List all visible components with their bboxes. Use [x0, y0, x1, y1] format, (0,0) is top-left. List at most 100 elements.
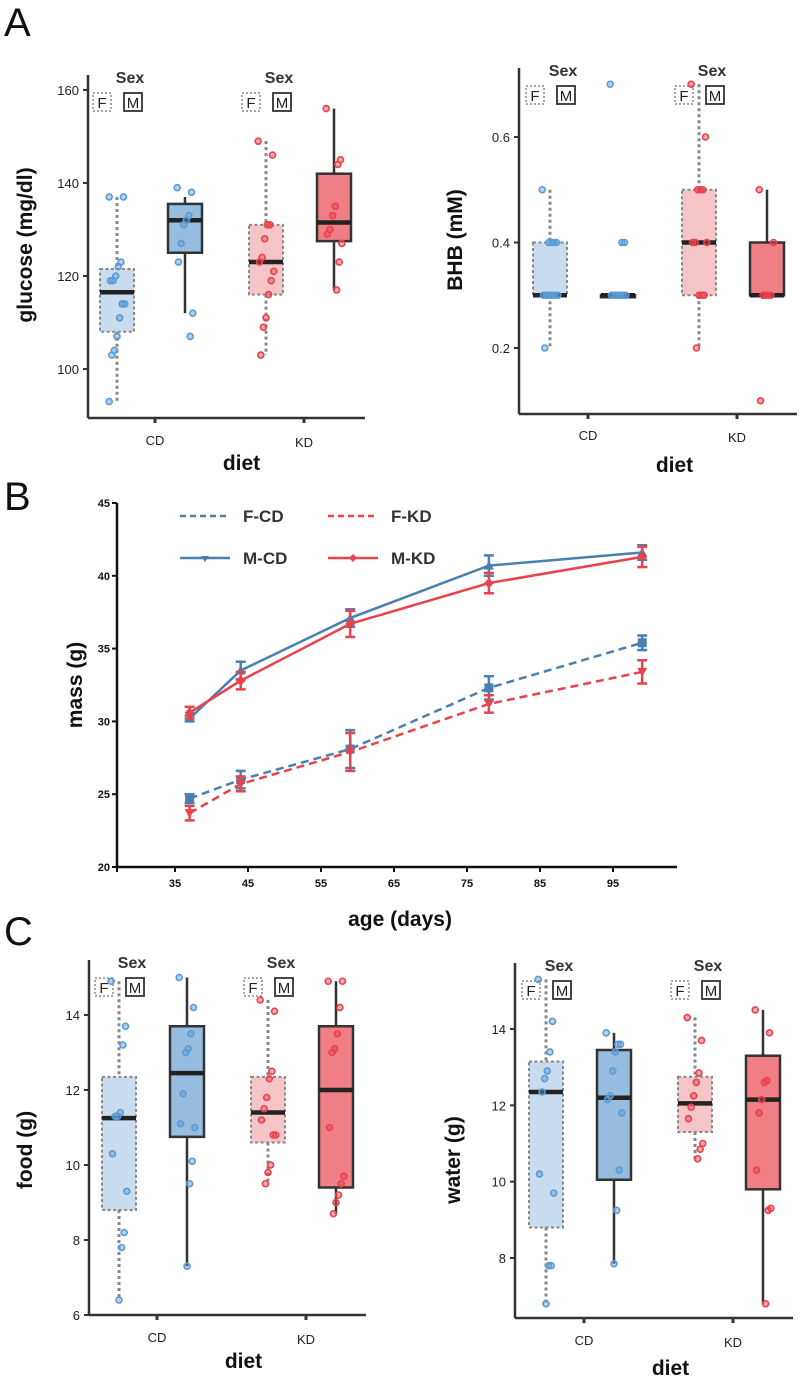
data-point: [268, 151, 277, 159]
data-point: [174, 258, 183, 266]
box-iqr: [532, 241, 568, 297]
data-point: [543, 291, 552, 300]
data-point: [105, 397, 113, 406]
data-point: [606, 80, 615, 89]
legend-marker: [201, 556, 209, 562]
data-point: [256, 996, 265, 1004]
y-axis-label: BHB (mM): [444, 189, 467, 290]
y-tick-label: 140: [57, 176, 79, 191]
data-point: [335, 258, 344, 266]
y-tick-label: 20: [98, 862, 110, 874]
data-point: [259, 323, 268, 331]
data-point: [333, 1029, 342, 1038]
data-point: [332, 1198, 340, 1207]
box-kd-m: [744, 1006, 782, 1308]
legend-label: F-KD: [391, 507, 432, 526]
box-cd-m: [166, 183, 204, 341]
marker-diamond: [345, 618, 356, 629]
data-point: [177, 239, 185, 248]
series-m-kd: [184, 545, 648, 720]
data-point: [187, 1029, 195, 1038]
data-point: [752, 1166, 761, 1175]
legend-item-f-kd: F-KD: [328, 507, 432, 526]
data-point: [264, 290, 273, 299]
y-tick-label: 25: [98, 789, 110, 801]
box-cd-f: [532, 185, 568, 352]
x-axis-label: age (days): [348, 908, 452, 931]
data-point: [185, 1179, 194, 1188]
data-point: [176, 1119, 185, 1128]
box-iqr: [317, 1025, 355, 1189]
panel-letter-c: C: [4, 910, 33, 954]
data-point: [119, 193, 128, 201]
data-point: [693, 185, 702, 194]
legend-title: Sex: [694, 958, 723, 975]
box-iqr: [744, 1054, 782, 1191]
data-point: [534, 975, 543, 984]
y-tick-label: 8: [73, 1233, 80, 1248]
y-tick-label: 14: [492, 1022, 506, 1037]
y-axis-label: glucose (mg/dl): [14, 167, 37, 322]
data-point: [262, 1093, 271, 1102]
box-iqr: [748, 241, 786, 297]
y-tick-label: 12: [492, 1098, 506, 1113]
x-tick-label: CD: [575, 1333, 594, 1348]
data-point: [683, 1013, 692, 1022]
y-tick-label: 0.6: [492, 130, 510, 145]
data-point: [257, 1116, 266, 1124]
legend-label: F-CD: [243, 507, 284, 526]
legend-key-f-label: F: [99, 980, 108, 997]
legend-title: Sex: [698, 63, 727, 80]
data-point: [610, 1259, 618, 1268]
legend-key-f-label: F: [530, 88, 539, 105]
marker-triangle-down: [483, 699, 494, 709]
data-point: [266, 1161, 275, 1169]
legend-title: Sex: [265, 70, 294, 87]
data-point: [123, 1187, 131, 1196]
data-point: [544, 1261, 553, 1270]
bhb-chart: 0.2 0.4 0.6 CD Sex F M KD Sex F M BHB (mM) diet: [444, 63, 797, 477]
x-axis-label: diet: [223, 452, 260, 475]
legend-key-f-label: F: [97, 95, 106, 112]
legend-key-m-box: [272, 92, 292, 112]
data-point: [756, 396, 765, 405]
x-axis-label: diet: [225, 1350, 262, 1373]
data-point: [121, 1022, 130, 1031]
box-iqr: [315, 172, 353, 243]
data-point: [543, 1067, 552, 1075]
series-m-cd: [184, 543, 648, 723]
data-point: [701, 133, 710, 141]
data-point: [615, 1166, 624, 1175]
data-point: [339, 1172, 348, 1181]
box-iqr: [528, 1060, 564, 1229]
legend-item-m-cd: M-CD: [180, 549, 287, 568]
data-point: [189, 309, 197, 318]
legend-marker: [349, 554, 357, 562]
data-point: [108, 351, 116, 359]
data-point: [115, 314, 124, 322]
legend-key-m-label: M: [276, 95, 289, 112]
legend-key-m-label: M: [556, 983, 569, 1000]
data-point: [696, 1145, 705, 1154]
data-point: [618, 238, 626, 247]
series-line: [189, 641, 643, 800]
data-point: [267, 276, 276, 285]
y-tick-label: 30: [98, 716, 110, 728]
data-point: [603, 1095, 612, 1104]
data-point: [688, 238, 697, 247]
data-point: [757, 1095, 766, 1104]
data-point: [687, 1103, 695, 1112]
data-point: [336, 1003, 344, 1012]
series-line: [188, 551, 643, 720]
x-tick-label: 95: [607, 878, 619, 890]
legend-key-f-box: [674, 85, 694, 105]
legend-key-m-box: [123, 92, 143, 112]
data-point: [254, 137, 263, 145]
data-point: [695, 291, 703, 300]
data-point: [322, 104, 331, 113]
data-point: [181, 1048, 190, 1057]
data-point: [695, 1069, 703, 1077]
panel-letter-b: B: [4, 475, 31, 519]
legend-key-f-box: [241, 92, 261, 112]
